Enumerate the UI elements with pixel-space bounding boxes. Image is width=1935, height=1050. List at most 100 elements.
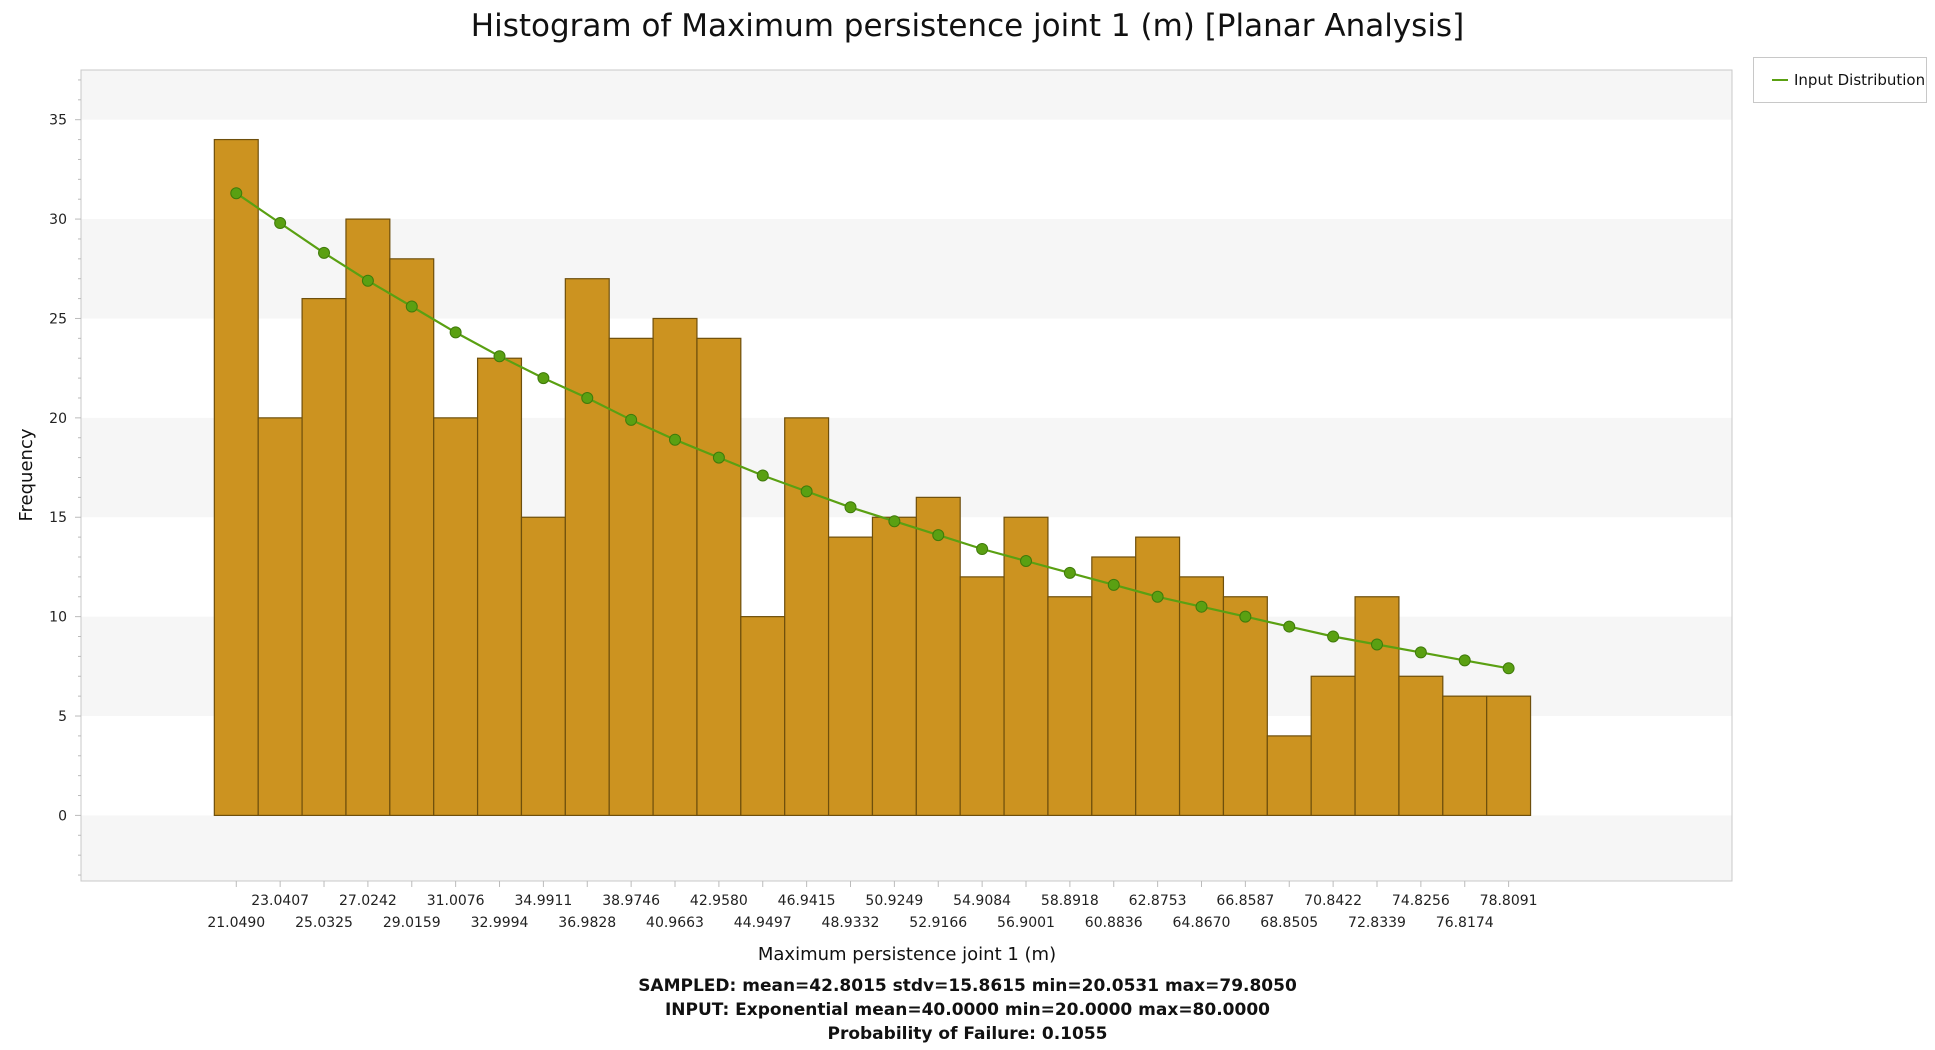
grid-band xyxy=(81,815,1732,881)
x-tick-label: 46.9415 xyxy=(778,893,836,909)
x-tick-label: 70.8422 xyxy=(1304,893,1362,909)
chart-title: Histogram of Maximum persistence joint 1… xyxy=(470,8,1465,44)
x-tick-label: 74.8256 xyxy=(1392,893,1450,909)
input-distribution-point xyxy=(625,413,638,426)
input-distribution-point xyxy=(581,391,594,404)
x-tick-label: 31.0076 xyxy=(427,893,485,909)
x-tick-label: 27.0242 xyxy=(339,893,397,909)
y-tick-label: 0 xyxy=(58,808,67,824)
x-tick-label: 34.9911 xyxy=(514,893,572,909)
x-tick-label: 40.9663 xyxy=(646,915,704,931)
x-tick-label: 52.9166 xyxy=(909,915,967,931)
x-tick-label: 23.0407 xyxy=(251,893,309,909)
y-tick-label: 25 xyxy=(49,311,67,327)
grid-band xyxy=(81,70,1732,120)
histogram-bar xyxy=(1222,596,1268,817)
histogram-bar xyxy=(959,576,1005,817)
x-tick-label: 48.9332 xyxy=(822,915,880,931)
input-distribution-point xyxy=(976,543,989,556)
input-distribution-point xyxy=(493,350,506,363)
histogram-bar xyxy=(1442,695,1488,817)
histogram-bar xyxy=(1135,536,1181,817)
input-distribution-point xyxy=(1283,620,1296,633)
input-distribution-point xyxy=(844,501,857,514)
histogram-bar xyxy=(213,138,259,817)
histogram-bar xyxy=(345,218,391,817)
x-tick-label: 62.8753 xyxy=(1129,893,1187,909)
input-distribution-point xyxy=(274,217,287,230)
input-distribution-point xyxy=(1107,578,1120,591)
y-tick-label: 35 xyxy=(49,113,67,129)
histogram-bar xyxy=(784,417,830,817)
input-distribution-point xyxy=(449,326,462,339)
input-distribution-point xyxy=(361,274,374,287)
x-tick-label: 58.8918 xyxy=(1041,893,1099,909)
input-distribution-point xyxy=(1151,590,1164,603)
input-distribution-point xyxy=(1370,638,1383,651)
bars xyxy=(213,138,1532,817)
histogram-bar xyxy=(1266,735,1312,817)
histogram-bar xyxy=(301,297,347,817)
x-tick-label: 60.8836 xyxy=(1085,915,1143,931)
legend-line-swatch xyxy=(1772,79,1788,81)
x-tick-label: 29.0159 xyxy=(383,915,441,931)
histogram-bar xyxy=(1398,675,1444,817)
legend-label: Input Distribution xyxy=(1794,71,1926,89)
histogram-bar xyxy=(433,417,479,817)
input-distribution-point xyxy=(1239,610,1252,623)
y-tick-label: 5 xyxy=(58,709,67,725)
input-distribution-point xyxy=(1458,654,1471,667)
y-axis-label: Frequency xyxy=(16,428,37,521)
histogram-bar xyxy=(696,337,742,817)
input-distribution-point xyxy=(712,451,725,464)
y-tick-label: 15 xyxy=(49,510,67,526)
histogram-bar xyxy=(827,536,874,817)
histogram-bar xyxy=(520,516,566,817)
y-axis: 0 5 10 15 20 25 30 35 xyxy=(49,70,82,881)
x-tick-label: 56.9001 xyxy=(997,915,1055,931)
input-stats: INPUT: Exponential mean=40.0000 min=20.0… xyxy=(664,1000,1270,1020)
histogram-bar xyxy=(564,278,610,817)
y-tick-label: 10 xyxy=(49,610,67,626)
input-distribution-point xyxy=(1020,554,1033,567)
x-tick-label: 21.0490 xyxy=(207,915,265,931)
x-tick-label: 72.8339 xyxy=(1348,915,1406,931)
x-axis: 21.0490 23.0407 25.0325 27.0242 29.0159 31.00… xyxy=(81,880,1732,931)
input-distribution-point xyxy=(537,372,550,385)
x-tick-label: 32.9994 xyxy=(471,915,529,931)
input-distribution-point xyxy=(669,433,682,446)
input-distribution-point xyxy=(318,246,331,259)
x-tick-label: 68.8505 xyxy=(1260,915,1318,931)
x-tick-label: 64.8670 xyxy=(1173,915,1231,931)
x-tick-label: 25.0325 xyxy=(295,915,353,931)
input-distribution-point xyxy=(230,187,243,200)
input-distribution-series xyxy=(230,187,1515,675)
input-distribution-point xyxy=(1502,662,1515,675)
histogram-bar xyxy=(257,417,303,817)
probability-of-failure: Probability of Failure: 0.1055 xyxy=(827,1024,1108,1044)
input-distribution-point xyxy=(1414,646,1427,659)
x-axis-label: Maximum persistence joint 1 (m) xyxy=(758,944,1056,965)
input-distribution-point xyxy=(888,515,901,528)
input-distribution-point xyxy=(756,469,769,482)
x-tick-label: 54.9084 xyxy=(953,893,1011,909)
input-distribution-point xyxy=(1063,566,1076,579)
histogram-bar xyxy=(871,516,917,817)
input-distribution-point xyxy=(1195,600,1208,613)
histogram-bar xyxy=(389,258,435,817)
input-distribution-point xyxy=(932,529,945,542)
histogram-bar xyxy=(1354,596,1400,817)
histogram-bar xyxy=(915,496,961,817)
y-tick-label: 20 xyxy=(49,411,67,427)
histogram-bar xyxy=(652,317,698,817)
x-tick-label: 76.8174 xyxy=(1436,915,1494,931)
histogram-bar xyxy=(740,616,786,817)
histogram-bar xyxy=(608,337,654,817)
stats-block: SAMPLED: mean=42.8015 stdv=15.8615 min=2… xyxy=(0,974,1935,1046)
sampled-stats: SAMPLED: mean=42.8015 stdv=15.8615 min=2… xyxy=(638,976,1297,996)
histogram-bar xyxy=(1091,556,1137,817)
input-distribution-line xyxy=(235,192,1509,670)
x-tick-label: 38.9746 xyxy=(602,893,660,909)
x-tick-label: 66.8587 xyxy=(1216,893,1274,909)
